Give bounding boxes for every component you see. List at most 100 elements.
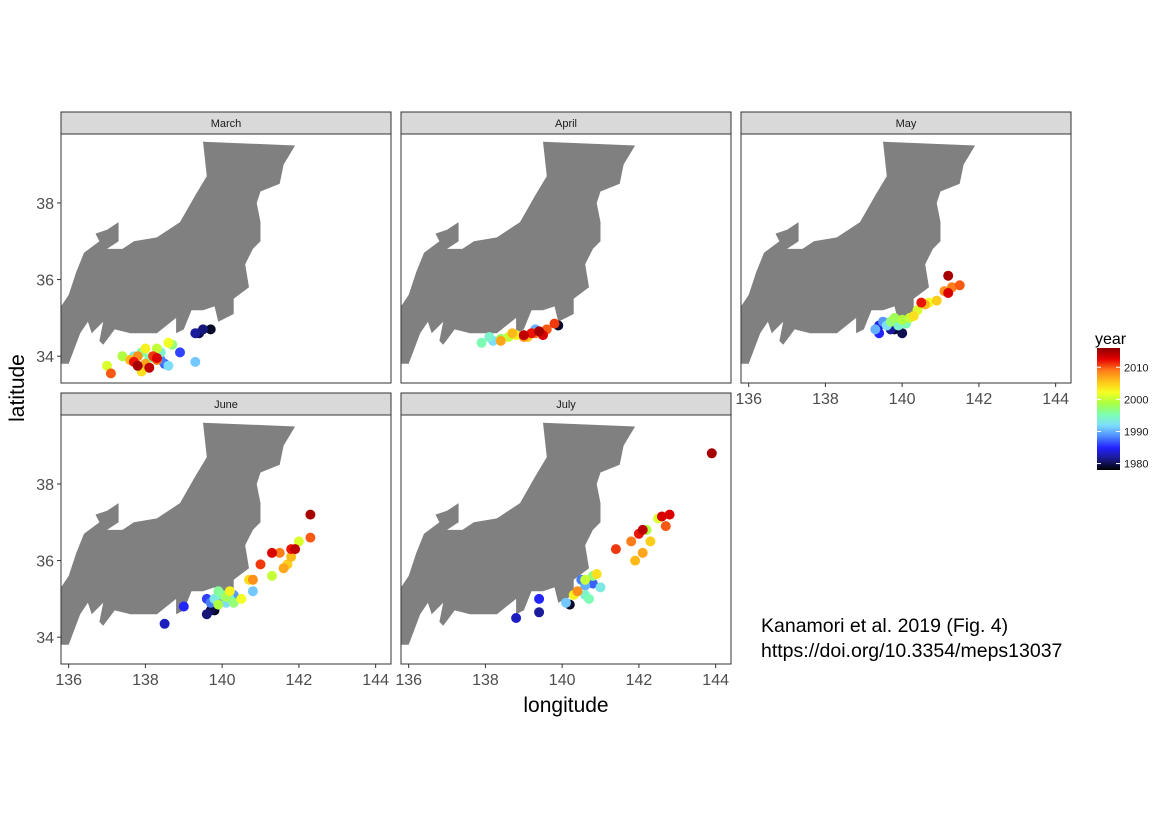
x-tick-label: 138 <box>132 672 159 689</box>
data-point <box>511 613 522 623</box>
data-point <box>236 593 247 604</box>
data-point <box>637 547 648 558</box>
land-polygon <box>61 141 296 364</box>
legend-tick-label: 2000 <box>1124 394 1148 406</box>
panel-april: April <box>400 111 732 384</box>
data-point <box>476 337 487 348</box>
legend-title: year <box>1095 331 1127 348</box>
x-tick-label: 140 <box>889 391 916 408</box>
data-point <box>518 330 529 341</box>
panel-strip-label: May <box>896 118 917 130</box>
data-point <box>247 586 258 597</box>
data-point <box>105 368 116 379</box>
data-point <box>534 326 545 337</box>
y-tick-label: 34 <box>36 349 54 366</box>
data-point <box>151 353 162 364</box>
data-point <box>163 337 174 348</box>
data-point <box>178 601 189 612</box>
data-point <box>656 511 667 522</box>
data-point <box>213 586 224 597</box>
legend-colorbar <box>1097 348 1120 470</box>
data-point <box>190 356 201 367</box>
data-point <box>526 328 537 339</box>
land-polygon <box>401 422 636 645</box>
x-tick-label: 142 <box>626 672 653 689</box>
land-polygon <box>741 141 976 364</box>
panel-border <box>740 133 1072 384</box>
y-tick-label: 36 <box>36 273 54 290</box>
data-point <box>290 544 301 555</box>
x-tick-label: 136 <box>735 391 762 408</box>
x-tick-label: 140 <box>209 672 236 689</box>
data-point <box>534 607 545 618</box>
data-point <box>247 574 258 585</box>
data-point <box>228 597 239 608</box>
data-point <box>255 559 266 570</box>
data-point <box>610 544 621 555</box>
data-point <box>584 593 594 604</box>
data-point <box>943 270 954 281</box>
data-point <box>889 312 900 323</box>
data-point <box>495 335 506 346</box>
data-point <box>561 597 571 608</box>
data-point <box>159 618 170 629</box>
panel-border <box>60 133 392 384</box>
x-axis-title: longitude <box>523 694 608 717</box>
x-tick-label: 140 <box>549 672 576 689</box>
legend-tick-label: 2010 <box>1124 362 1148 374</box>
panel-may: May 136 138 140 142 144 <box>735 111 1072 408</box>
data-point <box>637 524 648 535</box>
panel-border <box>400 414 732 665</box>
data-point <box>293 536 304 547</box>
y-tick-label: 36 <box>36 554 54 571</box>
citation-line-2: https://doi.org/10.3354/meps13037 <box>761 640 1063 662</box>
data-point <box>630 555 641 566</box>
y-axis-title: latitude <box>6 354 29 422</box>
x-tick-label: 142 <box>286 672 313 689</box>
panel-border <box>400 133 732 384</box>
data-point <box>305 532 316 543</box>
panel-strip-label: April <box>555 118 577 130</box>
data-point <box>908 311 919 321</box>
data-point <box>205 324 216 335</box>
data-point <box>201 609 212 620</box>
data-point <box>151 343 162 354</box>
citation-caption: Kanamori et al. 2019 (Fig. 4) https://do… <box>761 614 1062 664</box>
color-legend: year 1980 1990 2000 2010 <box>1095 331 1148 471</box>
data-point <box>916 297 927 308</box>
x-tick-label: 138 <box>472 672 499 689</box>
x-tick-label: 138 <box>812 391 839 408</box>
land-polygon <box>61 422 296 645</box>
data-point <box>595 582 606 593</box>
data-point <box>132 360 143 371</box>
data-point <box>897 328 908 339</box>
data-point <box>144 362 155 373</box>
data-point <box>117 351 128 362</box>
panel-march: March 34 36 38 <box>36 111 392 384</box>
land-polygon <box>401 141 636 364</box>
data-point <box>224 586 235 597</box>
x-tick-label: 142 <box>966 391 993 408</box>
data-point <box>190 328 201 339</box>
data-point <box>591 569 602 579</box>
data-point <box>213 599 224 610</box>
data-point <box>943 288 954 298</box>
data-point <box>645 536 656 547</box>
data-point <box>198 324 208 335</box>
y-tick-label: 38 <box>36 196 54 213</box>
panel-strip-label: June <box>214 399 238 411</box>
data-point <box>267 547 277 558</box>
x-tick-label: 136 <box>55 672 82 689</box>
data-point <box>102 360 112 371</box>
data-point <box>664 509 675 520</box>
data-point <box>278 563 289 574</box>
panel-strip-label: March <box>211 118 242 130</box>
data-point <box>549 318 560 329</box>
data-point <box>274 547 285 558</box>
data-point <box>706 448 717 459</box>
data-point <box>507 328 518 339</box>
data-point <box>931 295 942 306</box>
x-tick-label: 136 <box>395 672 422 689</box>
data-point <box>140 343 151 354</box>
